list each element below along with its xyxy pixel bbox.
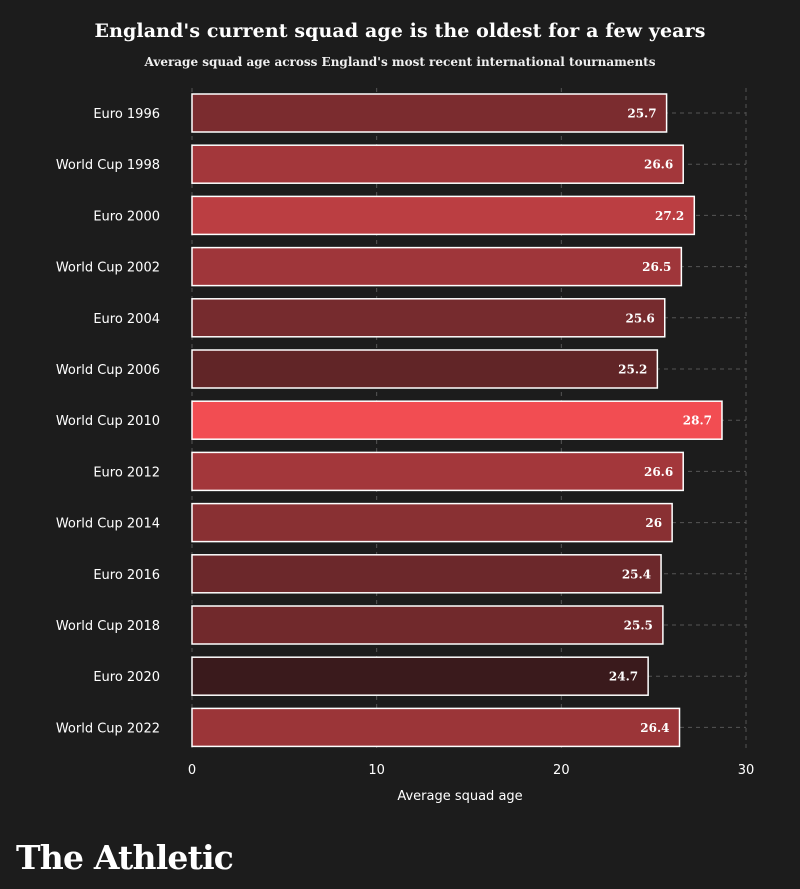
bar xyxy=(191,707,681,748)
bar xyxy=(191,93,668,133)
bar-value-label: 26.6 xyxy=(644,158,673,172)
bar-value-label: 26.4 xyxy=(640,721,669,735)
bar xyxy=(191,246,683,287)
x-tick-label: 0 xyxy=(188,763,196,778)
bar-chart: 25.7 Euro 1996 26.6 World Cup 1998 27.2 Euro … xyxy=(56,88,755,804)
brand-logo: The Athletic xyxy=(16,838,234,877)
bar xyxy=(191,195,696,236)
bar-value-label: 25.4 xyxy=(622,567,651,581)
bar xyxy=(191,656,649,696)
bar xyxy=(191,554,662,594)
category-label: World Cup 2006 xyxy=(56,363,160,378)
chart-title: England's current squad age is the oldes… xyxy=(94,20,706,42)
x-tick-label: 30 xyxy=(738,763,755,778)
bar xyxy=(191,349,659,389)
category-label: Euro 1996 xyxy=(93,107,160,122)
bar-value-label: 25.7 xyxy=(627,107,656,121)
bar-value-label: 26.6 xyxy=(644,465,673,479)
category-label: World Cup 1998 xyxy=(56,158,160,173)
x-tick-label: 20 xyxy=(553,763,570,778)
bar-value-label: 26 xyxy=(645,516,662,530)
category-label: Euro 2012 xyxy=(93,465,160,480)
bar xyxy=(191,298,666,338)
bar-value-label: 26.5 xyxy=(642,260,671,274)
category-label: World Cup 2014 xyxy=(56,517,160,532)
bar-value-label: 25.6 xyxy=(626,311,655,325)
bar xyxy=(191,400,723,440)
category-label: Euro 2004 xyxy=(93,312,160,327)
bar xyxy=(191,451,684,492)
category-label: World Cup 2022 xyxy=(56,721,160,736)
category-label: World Cup 2002 xyxy=(56,261,160,276)
category-label: Euro 2020 xyxy=(93,670,160,685)
bar xyxy=(191,144,684,184)
bar xyxy=(191,605,664,645)
bar xyxy=(191,502,673,543)
category-label: World Cup 2018 xyxy=(56,619,160,634)
bar-value-label: 24.7 xyxy=(609,670,638,684)
chart-subtitle: Average squad age across England's most … xyxy=(144,55,656,69)
x-tick-label: 10 xyxy=(368,763,385,778)
bar-value-label: 28.7 xyxy=(683,414,712,428)
category-label: World Cup 2010 xyxy=(56,414,160,429)
category-label: Euro 2016 xyxy=(93,568,160,583)
bar-value-label: 25.2 xyxy=(618,363,647,377)
bar-value-label: 27.2 xyxy=(655,209,684,223)
category-label: Euro 2000 xyxy=(93,209,160,224)
x-axis-label: Average squad age xyxy=(397,789,522,804)
bar-value-label: 25.5 xyxy=(624,619,653,633)
